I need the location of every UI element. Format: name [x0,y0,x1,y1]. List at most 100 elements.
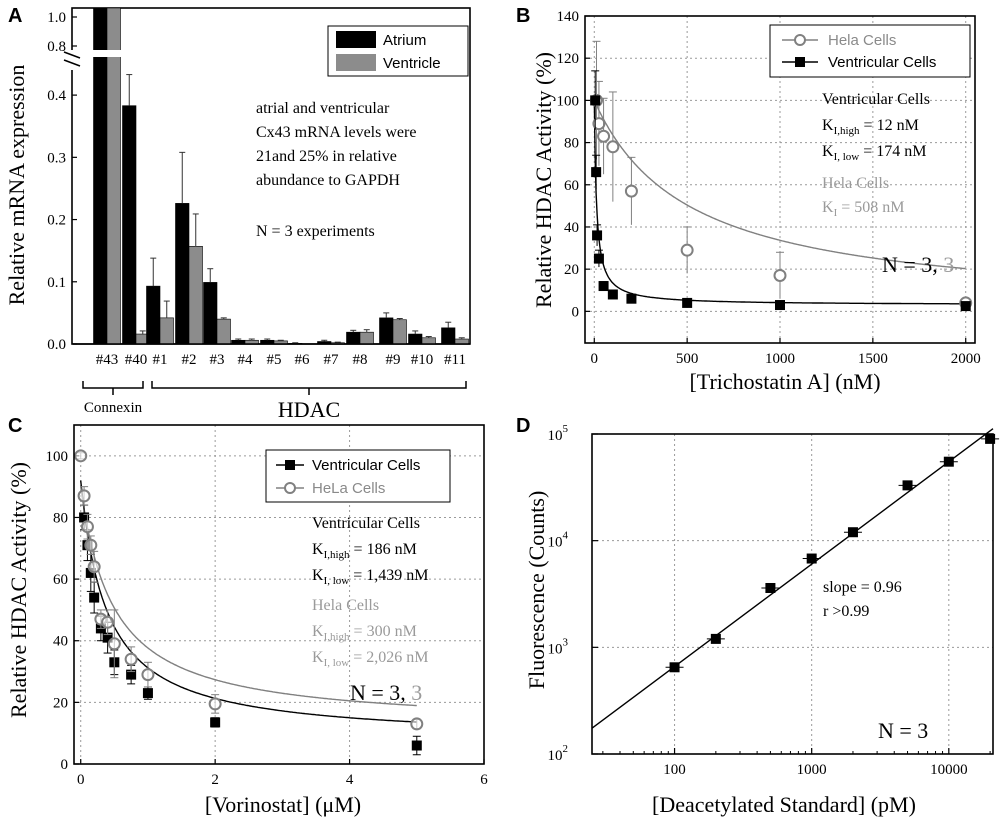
x-tick-label: 4 [346,772,354,788]
data-point-ventricular [598,281,609,292]
data-point-hela [208,697,222,711]
x-tick-label: 1000 [765,351,795,367]
panel-b-letter: B [516,5,530,27]
data-point-hela [84,538,98,552]
x-tick-label: #5 [267,352,282,368]
data-point-hela [77,489,91,503]
bar-ventricle [159,317,174,345]
connexin-group-label: Connexin [84,400,143,416]
x-tick-label: #11 [444,352,466,368]
panel-c-n-label: N = 3, 3 [350,680,422,705]
data-point-hela [74,449,88,463]
bar-ventricle [106,7,121,345]
panel-c-k-low: KI, low = 1,439 nM [312,567,428,587]
x-tick-label: 2000 [951,351,981,367]
panel-b-ventricular-title: Ventricular Cells [822,91,930,108]
y-tick-label: 0.3 [47,150,66,166]
data-point-ventricular [592,230,603,241]
panel-b-k-high: KI,high = 12 nM [822,117,919,137]
x-tick-label: 100 [663,762,686,778]
y-tick-label: 0.2 [47,213,66,229]
legend-marker-ventricular [795,57,805,67]
data-point-ventricular [960,301,971,312]
panel-c-frame [73,424,485,765]
y-tick-label: 105 [548,423,569,444]
bar-atrium [203,282,218,345]
panel-b-n-label: N = 3, 3 [882,252,954,277]
legend-label-hela: Hela Cells [828,32,896,49]
y-tick-label: 1.0 [47,10,66,26]
data-point-ventricular [210,717,221,728]
panel-a-note-line: Cx43 mRNA levels were [256,124,416,141]
y-tick-label: 0 [572,304,580,320]
panel-b-hela-k: KI = 508 nM [822,199,904,219]
panel-c-ylabel: Relative HDAC Activity (%) [6,462,31,718]
panel-a-bars [73,7,470,345]
y-tick-label: 0.4 [47,88,66,104]
data-point-hela [773,268,787,282]
y-tick-label: 103 [548,636,569,657]
panel-b-hela-title: Hela Cells [822,175,889,192]
data-point [710,633,721,644]
panel-b-ylabel: Relative HDAC Activity (%) [531,52,556,308]
panel-a-note-line: 21and 25% in relative [256,148,397,165]
data-point [806,553,817,564]
x-tick-label: #6 [295,352,311,368]
data-point-hela [597,129,611,143]
bar-ventricle [421,337,436,345]
bar-atrium [441,327,456,345]
panel-d-slope: slope = 0.96 [823,579,902,596]
legend-label-ventricle: Ventricle [383,55,441,72]
bar-atrium [346,331,361,345]
x-tick-label: #10 [411,352,434,368]
legend-swatch-ventricle [336,54,376,71]
x-tick-label: 1500 [858,351,888,367]
panel-a-axis-break [62,50,82,70]
x-tick-label: #9 [386,352,401,368]
panel-b-annotation: Ventricular Cells KI,high = 12 nM KI, lo… [822,91,954,277]
x-tick-label: #4 [238,352,254,368]
panel-c-letter: C [8,415,22,437]
y-tick-label: 102 [548,743,569,764]
y-tick-label: 40 [564,220,579,236]
bar-atrium [122,105,137,345]
data-point-ventricular [626,293,637,304]
bar-break-gap [92,50,122,57]
data-point-ventricular [142,688,153,699]
bar-atrium [146,285,161,345]
data-point [943,456,954,467]
x-tick-label: #1 [153,352,168,368]
bar-ventricle [188,246,203,345]
x-tick-label: 0 [77,772,85,788]
y-tick-label: 0.0 [47,337,66,353]
data-point [765,582,776,593]
y-tick-label: 60 [564,178,579,194]
data-point-hela [141,668,155,682]
legend-marker-hela [284,482,296,494]
data-point-hela [410,717,424,731]
y-tick-label: 104 [548,530,569,551]
data-point [847,527,858,538]
panel-d-letter: D [516,415,530,437]
panel-d-annotation: slope = 0.96 r >0.99 N = 3 [823,579,928,743]
y-tick-label: 60 [53,572,68,588]
y-tick-label: 40 [53,634,68,650]
data-point-ventricular [682,297,693,308]
connexin-bracket [82,381,144,389]
x-tick-label: #8 [353,352,368,368]
x-tick-label: 6 [480,772,488,788]
panel-a-letter: A [8,5,22,27]
panel-c-hela-k-low: KI, low = 2,026 nM [312,649,428,669]
panel-a-note-line: abundance to GAPDH [256,172,400,189]
y-tick-label: 0.8 [47,39,66,55]
legend-marker-ventricular [285,460,295,470]
data-point [902,480,913,491]
panel-d-n-label: N = 3 [878,718,928,743]
bar-atrium [408,333,423,345]
panel-d-frame [591,433,994,755]
legend-label-ventricular: Ventricular Cells [312,457,420,474]
data-point-hela [101,615,115,629]
panel-d-r: r >0.99 [823,603,869,620]
x-tick-label: 10000 [930,762,968,778]
bar-ventricle [359,331,374,345]
